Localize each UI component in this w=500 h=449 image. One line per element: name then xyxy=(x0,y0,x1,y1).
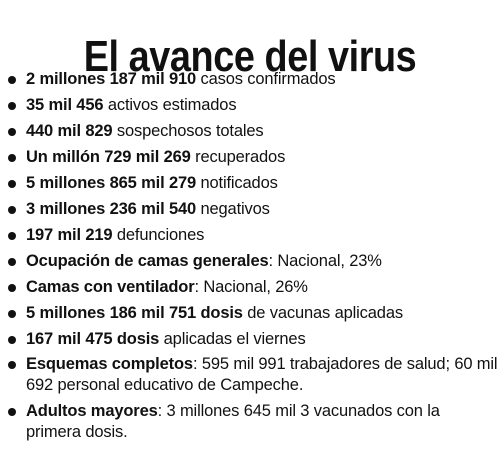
item-value: 3 millones 236 mil 540 xyxy=(26,200,197,218)
item-label: aplicadas el viernes xyxy=(159,330,306,348)
bullet-icon xyxy=(8,336,16,344)
item-label: : 595 mil 991 trabajadores de salud; 60 … xyxy=(26,355,498,394)
bullet-icon xyxy=(8,408,16,416)
item-label: negativos xyxy=(196,200,270,218)
item-value: 2 millones 187 mil 910 xyxy=(26,70,197,88)
list-item: 3 millones 236 mil 540 negativos xyxy=(4,196,498,222)
bullet-icon xyxy=(8,258,16,266)
item-label: : Nacional, 26% xyxy=(194,278,308,296)
item-label: casos confirmados xyxy=(196,70,336,88)
item-label: sospechosos totales xyxy=(112,122,264,140)
bullet-icon xyxy=(8,206,16,214)
list-item: Ocupación de camas generales: Nacional, … xyxy=(4,248,498,274)
item-label: de vacunas aplicadas xyxy=(242,304,403,322)
bullet-icon xyxy=(8,180,16,188)
bullet-icon xyxy=(8,154,16,162)
bullet-icon xyxy=(8,232,16,240)
list-item: Camas con ventilador: Nacional, 26% xyxy=(4,274,498,300)
bullet-icon xyxy=(8,310,16,318)
item-label: recuperados xyxy=(190,148,286,166)
list-item: 5 millones 865 mil 279 notificados xyxy=(4,170,498,196)
item-value: Camas con ventilador xyxy=(26,278,195,296)
headline: El avance del virus xyxy=(83,32,417,82)
item-value: 35 mil 456 xyxy=(26,96,104,114)
item-label: notificados xyxy=(196,174,278,192)
item-value: Un millón 729 mil 269 xyxy=(26,148,191,166)
list-item: 5 millones 186 mil 751 dosis de vacunas … xyxy=(4,300,498,326)
bullet-icon xyxy=(8,128,16,136)
item-value: Ocupación de camas generales xyxy=(26,252,269,270)
item-label: activos estimados xyxy=(103,96,237,114)
list-item: Adultos mayores: 3 millones 645 mil 3 va… xyxy=(4,399,498,446)
bullet-icon xyxy=(8,284,16,292)
item-label: : Nacional, 23% xyxy=(268,252,382,270)
list-item: 197 mil 219 defunciones xyxy=(4,222,498,248)
item-value: 197 mil 219 xyxy=(26,226,113,244)
item-value: 167 mil 475 dosis xyxy=(26,330,160,348)
list-item: 167 mil 475 dosis aplicadas el viernes xyxy=(4,326,498,352)
item-value: 5 millones 186 mil 751 dosis xyxy=(26,304,243,322)
item-value: 440 mil 829 xyxy=(26,122,113,140)
item-label: : 3 millones 645 mil 3 vacunados con la … xyxy=(26,402,440,441)
bullet-icon xyxy=(8,102,16,110)
stats-list: 2 millones 187 mil 910 casos confirmados… xyxy=(4,66,498,446)
list-item: 35 mil 456 activos estimados xyxy=(4,92,498,118)
item-label: defunciones xyxy=(112,226,205,244)
item-value: 5 millones 865 mil 279 xyxy=(26,174,197,192)
item-value: Esquemas completos xyxy=(26,355,193,373)
list-item: 2 millones 187 mil 910 casos confirmados xyxy=(4,66,498,92)
bullet-icon xyxy=(8,361,16,369)
bullet-icon xyxy=(8,76,16,84)
item-value: Adultos mayores xyxy=(26,402,158,420)
list-item: Esquemas completos: 595 mil 991 trabajad… xyxy=(4,352,498,399)
list-item: 440 mil 829 sospechosos totales xyxy=(4,118,498,144)
list-item: Un millón 729 mil 269 recuperados xyxy=(4,144,498,170)
